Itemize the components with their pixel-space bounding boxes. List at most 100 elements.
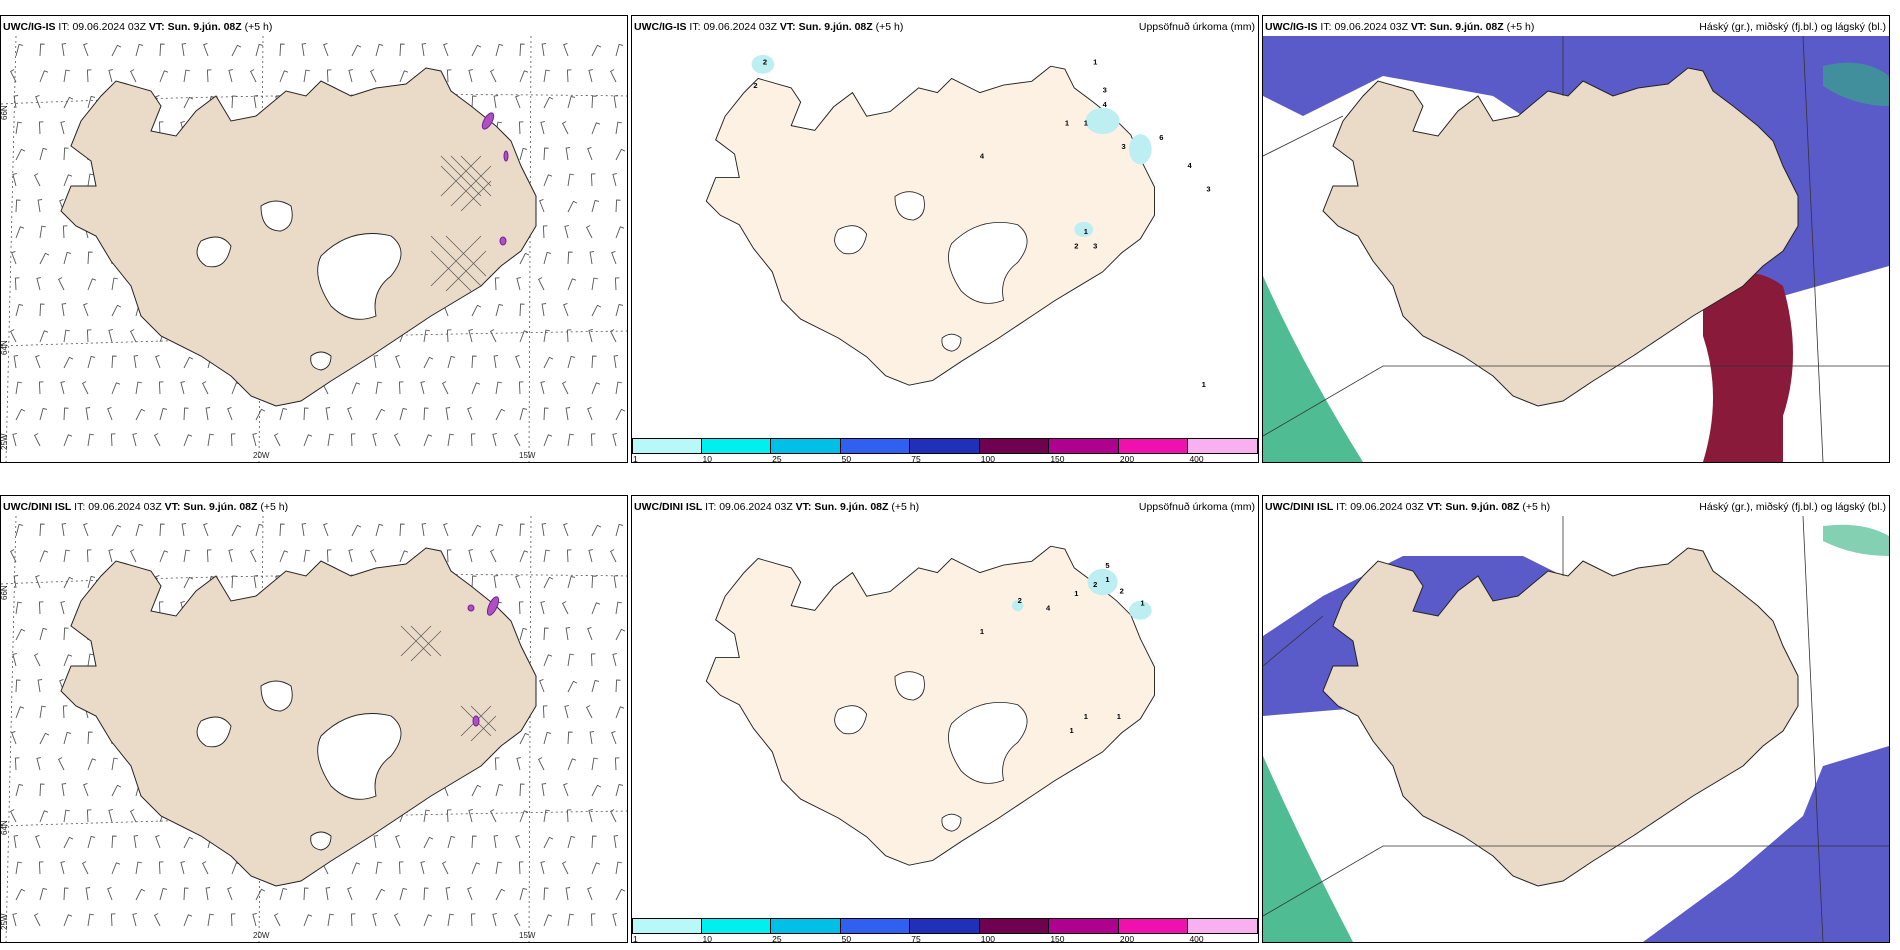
lon-label-25: 25W: [1, 433, 9, 450]
wind-barb: [613, 835, 619, 849]
colorbar-swatch: [632, 438, 702, 454]
wind-barb: [519, 523, 525, 537]
wind-barb: [15, 121, 22, 135]
wind-barb: [540, 380, 545, 395]
wind-barb: [590, 653, 596, 667]
wind-barb: [519, 407, 528, 421]
wind-barb: [399, 70, 409, 83]
colorbar-swatch: [910, 438, 980, 454]
wind-barb: [609, 69, 617, 83]
wind-barb: [515, 834, 521, 849]
wind-barb: [495, 303, 504, 317]
wind-barb: [539, 678, 545, 693]
wind-barb: [63, 407, 69, 421]
wind-barb: [591, 679, 600, 693]
wind-barb: [63, 329, 70, 343]
wind-barb: [350, 913, 356, 927]
wind-barb: [63, 809, 70, 823]
wind-barb: [158, 601, 164, 615]
wind-barb: [590, 433, 596, 447]
wind-barb: [519, 330, 529, 343]
wind-barb: [279, 43, 285, 57]
precip-value: 2: [1093, 580, 1097, 589]
wind-barb: [443, 42, 449, 57]
colorbar-swatch: [1049, 918, 1119, 934]
wind-barb: [279, 70, 289, 83]
colorbar-tick: 25: [772, 454, 782, 463]
panel-header: UWC/IG-IS IT: 09.06.2024 03Z VT: Sun. 9.…: [3, 21, 273, 33]
wind-barb: [393, 433, 401, 447]
wind-barb: [111, 835, 117, 849]
wind-barb: [351, 524, 362, 537]
wind-barb: [15, 888, 26, 901]
wind-barb: [132, 912, 137, 927]
wind-barb: [591, 382, 601, 395]
wind-barb: [183, 549, 190, 563]
wind-barb: [471, 44, 482, 57]
wind-barb: [303, 434, 313, 447]
precip-value: 4: [1103, 100, 1108, 109]
wind-barb: [230, 913, 236, 927]
wind-barb: [129, 549, 137, 563]
wind-barb: [158, 861, 164, 875]
wind-barb: [63, 174, 73, 187]
wind-barb: [471, 524, 482, 537]
wind-barb: [158, 381, 164, 395]
wind-barb: [63, 434, 73, 447]
wind-barb: [494, 757, 500, 771]
wind-barb: [135, 381, 142, 395]
wind-barb: [323, 522, 329, 537]
wind-barb: [108, 808, 113, 823]
precip-value: 2: [763, 57, 767, 66]
wind-barb: [183, 69, 190, 83]
wind-barb: [587, 886, 593, 901]
precip-value: 1: [1070, 726, 1074, 735]
wind-barb: [135, 888, 146, 901]
wind-barb: [87, 251, 93, 265]
wind-barb: [63, 549, 70, 563]
wind-barb: [399, 43, 405, 57]
wind-barb: [255, 523, 264, 537]
precip-value: 1: [1084, 712, 1088, 721]
wind-barb: [201, 381, 209, 395]
wind-barb: [153, 433, 161, 447]
wind-barb: [447, 913, 454, 927]
wind-barb: [471, 784, 482, 797]
wind-barb: [489, 549, 497, 563]
colorbar-tick: 50: [841, 934, 852, 943]
precip-value: 3: [1121, 142, 1125, 151]
wind-barb: [613, 355, 619, 369]
wind-barb: [111, 382, 121, 395]
wind-barb: [615, 523, 624, 537]
wind-barb: [87, 433, 94, 447]
wind-barb: [441, 861, 449, 875]
wind-barb: [87, 758, 97, 771]
wind-barb: [372, 432, 377, 447]
wind-barb: [180, 380, 185, 395]
wind-barb: [108, 548, 113, 563]
wind-barb: [12, 912, 17, 927]
wind-barb: [231, 95, 237, 109]
precip-value: 1: [1117, 712, 1121, 721]
wind-barb: [181, 523, 187, 537]
wind-barb: [468, 328, 473, 343]
wind-barb: [567, 653, 574, 667]
icecap: [834, 705, 868, 735]
wind-barb: [489, 329, 497, 343]
wind-barb: [183, 434, 193, 447]
wind-barb: [183, 356, 194, 369]
wind-barb: [86, 809, 92, 823]
wind-barb: [591, 862, 601, 875]
wind-barb: [86, 329, 92, 343]
wind-barb: [38, 381, 44, 395]
wind-barb: [133, 355, 139, 369]
wind-barb: [591, 122, 601, 135]
precip-value: 1: [1140, 599, 1144, 608]
wind-barb: [612, 912, 617, 927]
icecap: [196, 236, 232, 268]
colorbar-tick: 100: [980, 934, 995, 943]
colorbar-tick: 150: [1050, 454, 1065, 463]
wind-barb: [543, 434, 553, 447]
icecap: [310, 351, 332, 371]
